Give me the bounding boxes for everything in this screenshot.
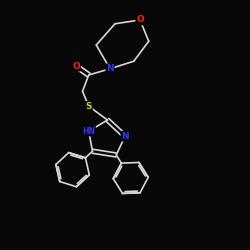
Text: O: O (136, 16, 144, 24)
Text: S: S (86, 102, 92, 111)
Text: O: O (72, 62, 80, 71)
Text: N: N (106, 64, 114, 73)
Text: N: N (121, 132, 129, 141)
Text: HN: HN (82, 127, 95, 136)
